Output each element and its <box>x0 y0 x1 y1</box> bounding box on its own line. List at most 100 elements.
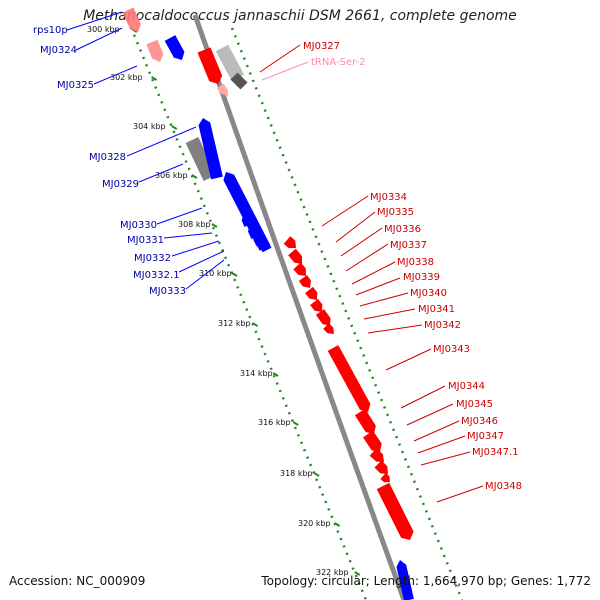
kbp-tick <box>252 322 259 327</box>
gene-label-right: MJ0346 <box>461 416 498 427</box>
kbp-tick <box>231 272 238 277</box>
accession-text: Accession: NC_000909 <box>9 574 146 588</box>
right-leader-line <box>335 211 376 243</box>
gene-feature-mj0340 <box>315 309 331 326</box>
gene-label-left: MJ0328 <box>89 152 126 163</box>
trna-feature-ser2 <box>216 83 228 96</box>
inner-tick-track <box>126 19 368 600</box>
gene-label-left: MJ0332.1 <box>133 270 180 281</box>
kbp-tick <box>292 421 299 426</box>
gene-label-right: MJ0345 <box>456 399 493 410</box>
right-leader-line <box>340 227 383 257</box>
gene-label-right: MJ0341 <box>418 304 455 315</box>
kbp-label: 322 kbp <box>316 568 349 577</box>
gene-feature-mj0333 <box>259 238 272 253</box>
gene-feature-mj0331 <box>241 213 254 227</box>
right-leader-line <box>367 324 423 334</box>
left-leader-line <box>138 163 184 183</box>
gene-label-right: MJ0338 <box>397 257 434 268</box>
left-leader-line <box>126 126 197 157</box>
gene-label-left: MJ0333 <box>149 286 186 297</box>
gene-label-right: MJ0335 <box>377 207 414 218</box>
gene-label-left: MJ0325 <box>57 80 94 91</box>
gene-feature-mj0335 <box>288 248 302 264</box>
right-leader-line <box>400 385 446 409</box>
gene-label-left: MJ0329 <box>102 179 139 190</box>
left-leader-line <box>93 65 138 85</box>
kbp-label: 316 kbp <box>258 418 291 427</box>
gene-feature-mj0336 <box>293 262 306 276</box>
kbp-tick <box>272 372 279 377</box>
gene-label-right: MJ0340 <box>410 288 447 299</box>
gene-feature-mj0347-1 <box>380 472 390 483</box>
gene-feature-mj0338 <box>305 286 318 300</box>
gene-feature-mj0339 <box>310 298 323 312</box>
left-leader-line <box>156 207 203 225</box>
kbp-label: 300 kbp <box>87 25 120 34</box>
gene-label-left: rps10p <box>33 25 68 36</box>
gene-label-right: MJ0334 <box>370 192 407 203</box>
right-leader-line <box>417 435 466 454</box>
right-leader-line <box>359 292 409 307</box>
gene-feature-mj0345 <box>363 430 382 452</box>
gene-feature-mj0347 <box>374 460 388 474</box>
outer-tick-track <box>230 27 464 600</box>
rna-feature-trna <box>230 72 248 90</box>
gene-feature-mj0343 <box>327 345 371 412</box>
gene-label-right: MJ0347.1 <box>472 447 519 458</box>
gene-feature-mj0324 <box>146 39 164 62</box>
gene-feature-mj0334 <box>283 236 296 249</box>
kbp-tick <box>211 223 218 228</box>
gene-label-left: MJ0332 <box>134 253 171 264</box>
kbp-label: 304 kbp <box>133 122 166 131</box>
left-leader-line <box>185 259 225 290</box>
right-leader-line <box>420 451 471 466</box>
gene-feature-mj0341 <box>323 323 334 334</box>
gene-label-right: MJ0348 <box>485 481 522 492</box>
right-leader-line <box>321 195 369 227</box>
kbp-label: 312 kbp <box>218 319 251 328</box>
rna-feature-mj0328 <box>185 137 217 181</box>
kbp-tick <box>334 522 341 527</box>
kbp-label: 306 kbp <box>155 171 188 180</box>
left-leader-line <box>178 250 225 273</box>
right-leader-line <box>385 348 432 371</box>
kbp-tick <box>151 76 158 81</box>
kbp-label: 320 kbp <box>298 519 331 528</box>
right-leader-line <box>355 277 401 296</box>
kbp-tick <box>313 472 320 477</box>
backbone-line <box>192 14 407 600</box>
right-leader-line <box>345 243 389 272</box>
gene-label-right: MJ0337 <box>390 240 427 251</box>
right-leader-line <box>436 485 484 503</box>
kbp-label: 314 kbp <box>240 369 273 378</box>
kbp-label: 302 kbp <box>110 73 143 82</box>
gene-label-right: MJ0343 <box>433 344 470 355</box>
right-leader-line <box>363 308 416 320</box>
gene-feature-mj0346 <box>369 448 384 462</box>
gene-label-right: MJ0336 <box>384 224 421 235</box>
left-leader-line <box>171 240 220 257</box>
right-leader-line <box>259 44 301 73</box>
gene-feature-mj0344 <box>354 408 376 434</box>
right-leader-line <box>406 403 454 426</box>
gene-label-right: MJ0327 <box>303 41 340 52</box>
gene-feature-mj0337 <box>298 275 311 288</box>
gene-feature-mj0327 <box>197 47 223 84</box>
gene-feature-bottom <box>396 560 414 600</box>
gene-label-left: MJ0331 <box>127 235 164 246</box>
gene-label-left: MJ0330 <box>120 220 157 231</box>
kbp-label: 318 kbp <box>280 469 313 478</box>
gene-label-right: tRNA-Ser-2 <box>311 57 366 68</box>
kbp-label: 308 kbp <box>178 220 211 229</box>
kbp-label: 310 kbp <box>199 269 232 278</box>
gene-label-right: MJ0347 <box>467 431 504 442</box>
rna-feature-mj0327b <box>215 44 245 82</box>
right-leader-line <box>351 261 396 285</box>
kbp-tick <box>191 174 198 179</box>
gene-feature-mj0324b <box>164 35 185 60</box>
left-leader-line <box>66 11 123 31</box>
right-leader-line <box>413 420 460 442</box>
